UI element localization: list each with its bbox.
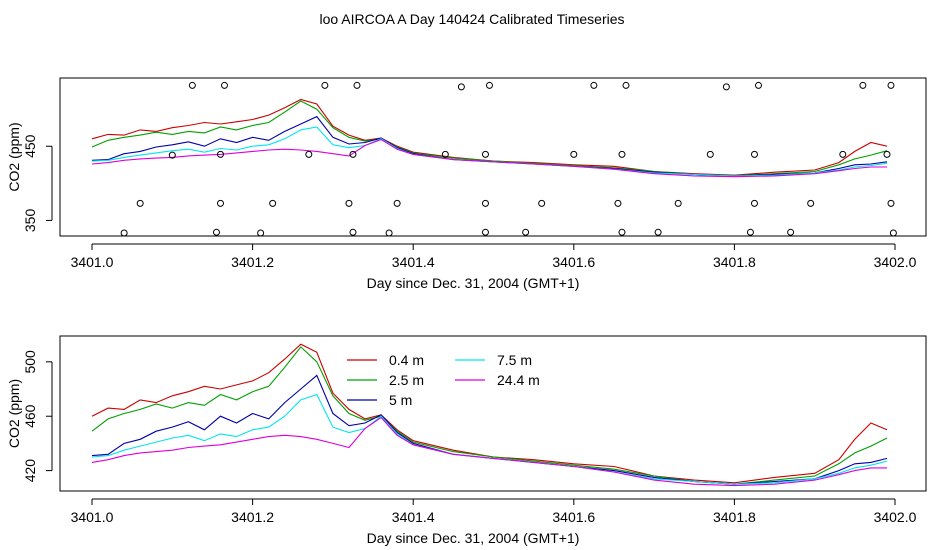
data-point-marker (393, 199, 401, 207)
series-line-5-m (91, 374, 888, 485)
y-tick-label: 460 (22, 404, 38, 428)
data-point-marker (746, 228, 754, 236)
y-tick-label: 500 (22, 350, 38, 374)
data-point-marker (216, 199, 224, 207)
data-point-marker (722, 83, 730, 91)
data-point-marker (590, 81, 598, 89)
plot-frame (59, 335, 927, 492)
data-point-marker (538, 199, 546, 207)
data-point-marker (457, 83, 465, 91)
series-line-24-4-m (91, 416, 887, 487)
data-point-marker (441, 150, 449, 158)
legend-label: 0.4 m (389, 352, 424, 368)
data-point-marker (887, 199, 895, 207)
x-axis-label: Day since Dec. 31, 2004 (GMT+1) (367, 530, 580, 546)
data-point-marker (349, 228, 357, 236)
x-tick-label: 3401.6 (552, 509, 595, 525)
data-point-marker (654, 228, 662, 236)
x-tick-label: 3401.8 (713, 254, 756, 270)
x-tick-label: 3401.2 (231, 509, 274, 525)
x-tick-label: 3401.4 (392, 254, 435, 270)
x-tick-label: 3401.6 (552, 254, 595, 270)
series-line-5-m (91, 115, 888, 177)
data-point-marker (883, 150, 891, 158)
y-tick-label: 420 (22, 459, 38, 483)
data-point-marker (481, 228, 489, 236)
data-point-marker (353, 81, 361, 89)
x-tick-label: 3401.0 (71, 254, 114, 270)
legend-label: 5 m (389, 392, 412, 408)
y-tick-label: 450 (22, 134, 38, 158)
plot-frame (59, 77, 927, 237)
data-point-marker (618, 228, 626, 236)
y-axis-label: CO2 (ppm) (6, 379, 22, 448)
data-point-marker (321, 81, 329, 89)
x-tick-label: 3401.8 (713, 509, 756, 525)
data-point-marker (889, 229, 897, 237)
data-point-marker (136, 199, 144, 207)
data-point-marker (269, 199, 277, 207)
data-point-marker (754, 81, 762, 89)
data-point-marker (349, 150, 357, 158)
series-line-2-5-m (91, 100, 888, 177)
data-point-marker (485, 81, 493, 89)
data-point-marker (481, 150, 489, 158)
data-point-marker (212, 228, 220, 236)
data-point-marker (750, 150, 758, 158)
data-point-marker (385, 229, 393, 237)
data-point-marker (120, 229, 128, 237)
bottom-chart-panel: 3401.0 3401.2 3401.4 3401.6 3401.8 3402.0 Day … (6, 335, 927, 546)
data-point-marker (674, 199, 682, 207)
legend-label: 24.4 m (497, 372, 540, 388)
data-point-marker (618, 150, 626, 158)
data-point-marker (220, 81, 228, 89)
x-tick-label: 3401.0 (71, 509, 114, 525)
data-point-marker (750, 199, 758, 207)
figure-title: loo AIRCOA A Day 140424 Calibrated Times… (319, 11, 624, 27)
x-axis-label: Day since Dec. 31, 2004 (GMT+1) (367, 275, 580, 291)
data-point-marker (305, 150, 313, 158)
x-tick-label: 3402.0 (874, 254, 917, 270)
data-point-marker (481, 199, 489, 207)
series-line-7-5-m (91, 126, 888, 177)
data-point-marker (188, 81, 196, 89)
series-line-7-5-m (91, 393, 888, 485)
data-point-marker (807, 199, 815, 207)
data-point-marker (787, 228, 795, 236)
data-point-marker (706, 150, 714, 158)
data-point-marker (839, 150, 847, 158)
data-point-marker (168, 151, 176, 159)
data-point-marker (216, 150, 224, 158)
x-tick-label: 3401.2 (231, 254, 274, 270)
data-point-marker (522, 228, 530, 236)
x-tick-label: 3402.0 (874, 509, 917, 525)
data-point-marker (345, 199, 353, 207)
legend-label: 2.5 m (389, 372, 424, 388)
series-line-24-4-m (91, 138, 887, 178)
series-line-0-4-m (91, 343, 888, 484)
data-point-marker (622, 81, 630, 89)
series-line-2-5-m (91, 346, 888, 485)
series-line-0-4-m (91, 98, 888, 176)
data-point-marker (570, 150, 578, 158)
data-point-marker (887, 81, 895, 89)
y-tick-label: 350 (22, 209, 38, 233)
legend-label: 7.5 m (497, 352, 532, 368)
data-point-marker (257, 229, 265, 237)
top-chart-panel: 3401.0 3401.2 3401.4 3401.6 3401.8 3402.0 Day … (6, 77, 927, 291)
data-point-marker (859, 81, 867, 89)
data-point-marker (614, 199, 622, 207)
y-axis-label: CO2 (ppm) (6, 122, 22, 191)
x-tick-label: 3401.4 (392, 509, 435, 525)
